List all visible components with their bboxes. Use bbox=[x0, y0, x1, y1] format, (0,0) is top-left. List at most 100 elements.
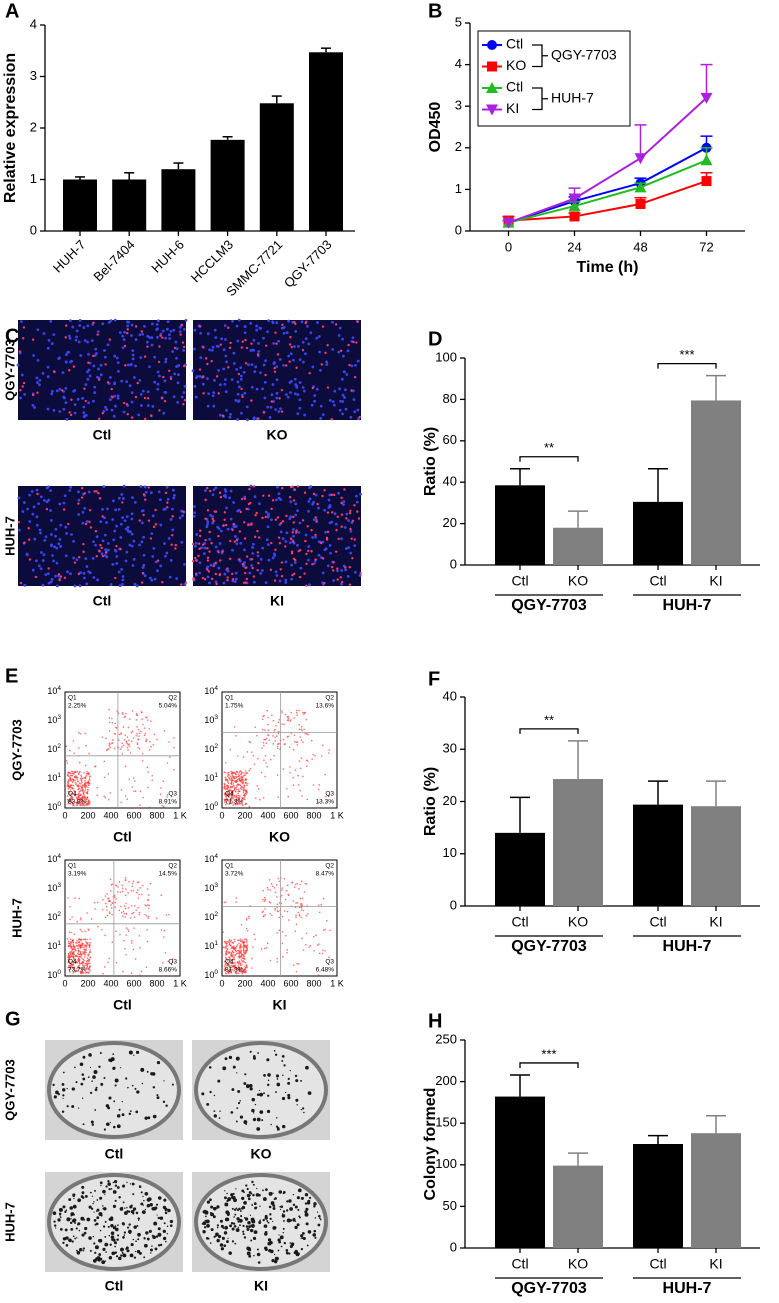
event bbox=[273, 755, 275, 757]
event bbox=[124, 948, 126, 950]
event bbox=[139, 804, 141, 806]
event bbox=[68, 779, 70, 781]
stained-nucleus bbox=[292, 541, 294, 543]
stained-nucleus bbox=[340, 497, 342, 499]
nucleus bbox=[213, 379, 216, 382]
nucleus bbox=[76, 330, 79, 333]
event bbox=[306, 933, 308, 935]
event bbox=[276, 735, 278, 737]
nucleus bbox=[37, 502, 40, 505]
stained-nucleus bbox=[127, 413, 129, 415]
nucleus bbox=[275, 498, 278, 501]
stained-nucleus bbox=[204, 578, 206, 580]
colony bbox=[74, 1222, 76, 1224]
colony bbox=[142, 1083, 144, 1085]
stained-nucleus bbox=[20, 582, 22, 584]
bar bbox=[553, 528, 603, 565]
nucleus bbox=[58, 356, 61, 359]
event bbox=[134, 905, 136, 907]
nucleus bbox=[121, 335, 124, 338]
nucleus bbox=[289, 500, 292, 503]
event bbox=[108, 773, 110, 775]
event bbox=[79, 785, 81, 787]
stained-nucleus bbox=[284, 545, 286, 547]
nucleus bbox=[275, 365, 278, 368]
nucleus bbox=[225, 355, 228, 358]
colony bbox=[313, 1230, 316, 1233]
nucleus bbox=[45, 535, 48, 538]
x-tick-label: 400 bbox=[260, 978, 275, 988]
colony bbox=[112, 1053, 114, 1055]
event bbox=[106, 749, 108, 751]
event bbox=[72, 942, 74, 944]
event bbox=[75, 777, 77, 779]
nucleus bbox=[289, 541, 292, 544]
nucleus bbox=[338, 387, 341, 390]
nucleus bbox=[101, 508, 104, 511]
event bbox=[147, 941, 149, 943]
event bbox=[84, 952, 86, 954]
colony bbox=[253, 1057, 256, 1060]
colony bbox=[82, 1191, 85, 1194]
row-label: HUH-7 bbox=[9, 898, 24, 938]
quadrant-percent: 73.7% bbox=[68, 967, 87, 974]
stained-nucleus bbox=[281, 389, 283, 391]
error-bar bbox=[75, 177, 85, 180]
event bbox=[81, 781, 83, 783]
stained-nucleus bbox=[102, 412, 104, 414]
flow-image: Q13.72%Q28.47%Q36.48%Q481.3%100101102103… bbox=[204, 853, 343, 989]
nucleus bbox=[86, 324, 89, 327]
colony bbox=[257, 1118, 261, 1122]
nucleus bbox=[143, 325, 146, 328]
colony bbox=[133, 1239, 134, 1240]
nucleus bbox=[179, 517, 182, 520]
colony bbox=[317, 1212, 318, 1213]
event bbox=[76, 942, 78, 944]
stained-nucleus bbox=[333, 561, 335, 563]
colony bbox=[253, 1184, 255, 1186]
nucleus bbox=[103, 349, 106, 352]
event bbox=[289, 772, 291, 774]
stained-nucleus bbox=[295, 367, 297, 369]
nucleus bbox=[349, 416, 352, 419]
event bbox=[126, 798, 128, 800]
nucleus bbox=[58, 388, 61, 391]
event bbox=[237, 944, 239, 946]
nucleus bbox=[117, 394, 120, 397]
stained-nucleus bbox=[216, 375, 218, 377]
stained-nucleus bbox=[243, 521, 245, 523]
event bbox=[232, 774, 234, 776]
event bbox=[111, 907, 113, 909]
nucleus bbox=[199, 375, 202, 378]
x-tick-label: 72 bbox=[699, 239, 713, 254]
panel-letter: H bbox=[428, 1010, 442, 1032]
nucleus bbox=[43, 332, 46, 335]
panel-letter: B bbox=[428, 0, 442, 22]
stained-nucleus bbox=[231, 573, 233, 575]
x-tick-label: KO bbox=[568, 1256, 588, 1272]
colony bbox=[124, 1231, 126, 1233]
event bbox=[270, 889, 272, 891]
nucleus bbox=[212, 391, 215, 394]
event bbox=[261, 948, 263, 950]
colony bbox=[158, 1227, 161, 1230]
nucleus bbox=[183, 328, 186, 331]
event bbox=[147, 719, 149, 721]
nucleus bbox=[338, 334, 341, 337]
event bbox=[73, 956, 75, 958]
colony bbox=[64, 1211, 66, 1213]
tick-base: 10 bbox=[47, 744, 57, 754]
event bbox=[75, 775, 77, 777]
stained-nucleus bbox=[77, 502, 79, 504]
event bbox=[296, 971, 298, 973]
event bbox=[295, 914, 297, 916]
stained-nucleus bbox=[142, 572, 144, 574]
stained-nucleus bbox=[204, 518, 206, 520]
stained-nucleus bbox=[302, 349, 304, 351]
event bbox=[272, 735, 274, 737]
event bbox=[244, 938, 246, 940]
nucleus bbox=[298, 407, 301, 410]
event bbox=[145, 740, 147, 742]
colony bbox=[65, 1228, 68, 1231]
stained-nucleus bbox=[292, 516, 294, 518]
